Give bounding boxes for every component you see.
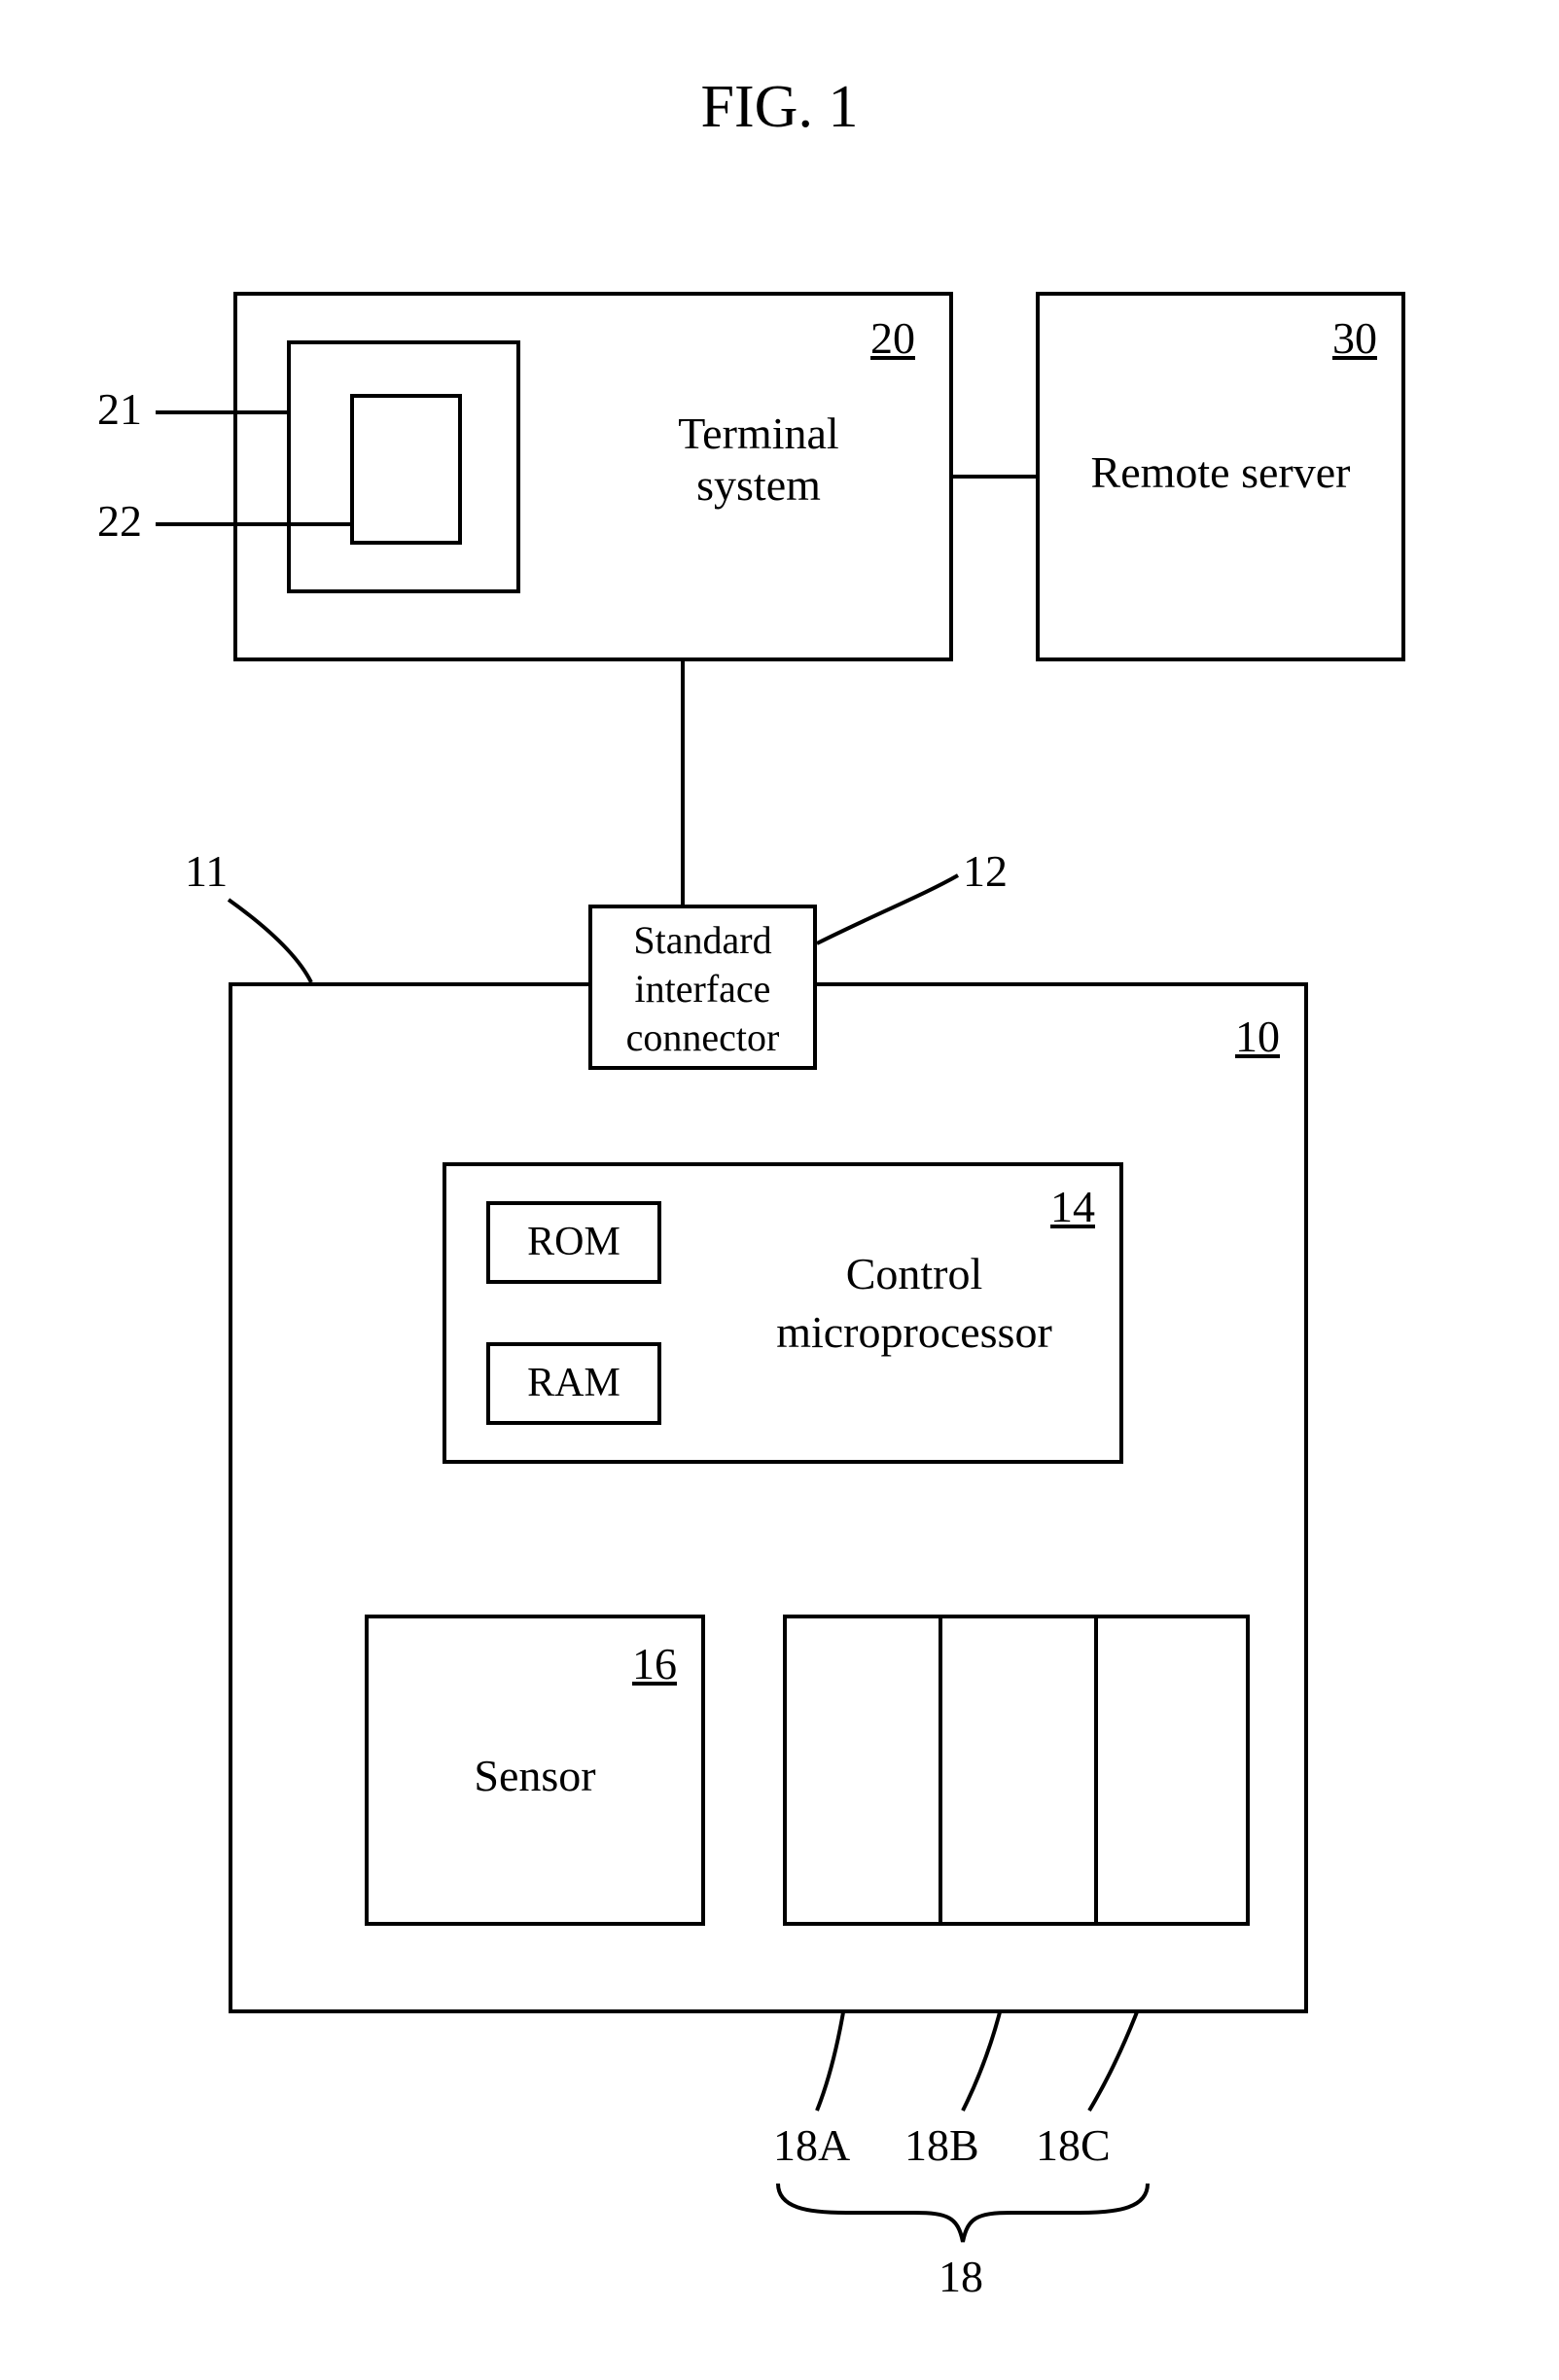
ref-18: 18 bbox=[939, 2252, 983, 2303]
ram-label: RAM bbox=[486, 1360, 661, 1406]
control-microprocessor-label: Control microprocessor bbox=[720, 1245, 1109, 1362]
figure-stage: FIG. 1 20 Terminal system 30 Remote serv… bbox=[0, 0, 1559, 2380]
divider-18-1 bbox=[939, 1615, 942, 1926]
ref-16: 16 bbox=[632, 1639, 677, 1690]
sensor-label: Sensor bbox=[365, 1751, 705, 1802]
interface-connector-label: Standard interface connector bbox=[598, 916, 807, 1062]
rom-label: ROM bbox=[486, 1219, 661, 1265]
divider-18-2 bbox=[1094, 1615, 1098, 1926]
ref-14: 14 bbox=[1050, 1182, 1095, 1233]
box-18-group bbox=[783, 1615, 1250, 1926]
ref-10: 10 bbox=[1235, 1012, 1280, 1063]
